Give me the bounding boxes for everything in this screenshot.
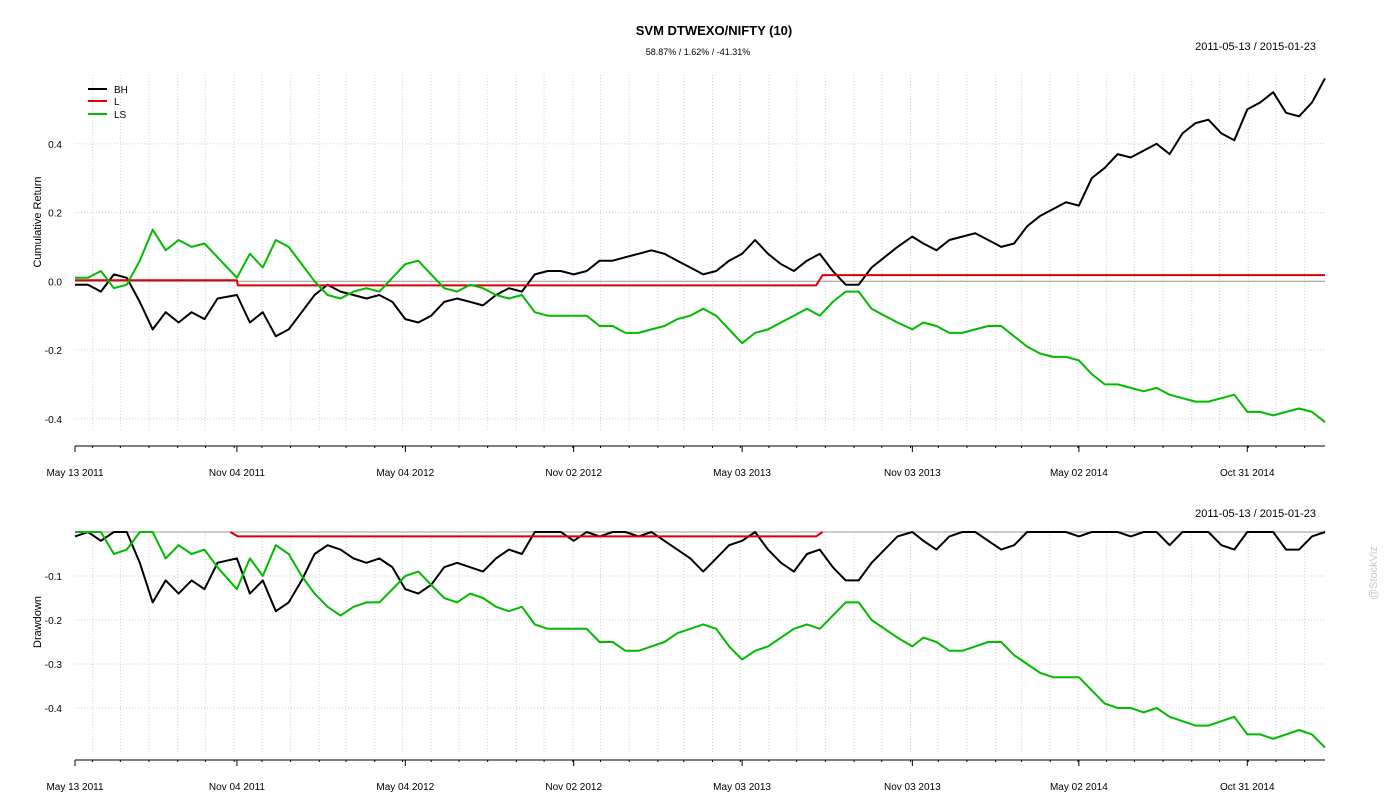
y-tick-label: -0.2 — [45, 616, 63, 627]
series-line-ls — [75, 228, 1326, 423]
y-tick-label: -0.4 — [45, 704, 63, 715]
bottom-date-range: 2011-05-13 / 2015-01-23 — [1195, 508, 1316, 520]
legend-label-bh: BH — [114, 85, 128, 96]
legend-label-ls: LS — [114, 110, 127, 121]
series-line-bh — [75, 77, 1326, 338]
chart-subtitle: 58.87% / 1.62% / -41.31% — [646, 47, 751, 57]
x-tick-label: Nov 02 2012 — [545, 782, 602, 793]
y-tick-label: -0.4 — [45, 415, 63, 426]
legend-label-l: L — [114, 97, 120, 108]
y-tick-label: 0.0 — [48, 277, 62, 288]
bottom-y-axis-label: Drawdown — [32, 596, 44, 648]
legend: BH L LS — [88, 85, 128, 121]
x-tick-label: Nov 03 2013 — [884, 782, 941, 793]
top-panel-cumulative-return: -0.4 -0.2 0.0 0.2 0.4 May 13 2011 Nov 04 2011 M… — [45, 75, 1326, 479]
series-line-l — [75, 274, 1325, 287]
watermark: @StockViz — [1368, 546, 1380, 600]
x-tick-label: May 13 2011 — [46, 782, 104, 793]
series-line-ls — [75, 531, 1326, 749]
series-line-l — [229, 531, 824, 538]
x-tick-label: Nov 04 2011 — [209, 782, 265, 793]
y-tick-label: 0.4 — [48, 140, 62, 151]
y-tick-label: 0.2 — [48, 209, 62, 220]
y-tick-label: -0.1 — [45, 572, 63, 583]
series-line-bh — [74, 531, 1326, 613]
x-tick-label: Oct 31 2014 — [1220, 782, 1275, 793]
chart-title: SVM DTWEXO/NIFTY (10) — [636, 23, 793, 38]
x-tick-label: May 03 2013 — [713, 782, 771, 793]
x-tick-label: Oct 31 2014 — [1220, 468, 1275, 479]
y-tick-label: -0.3 — [45, 660, 63, 671]
bottom-panel-drawdown: -0.4 -0.3 -0.2 -0.1 May 13 2011 Nov 04 2011 Ma… — [45, 531, 1326, 793]
x-tick-label: May 02 2014 — [1050, 468, 1108, 479]
x-tick-label: May 04 2012 — [376, 782, 434, 793]
x-tick-label: Nov 04 2011 — [209, 468, 265, 479]
y-tick-label: -0.2 — [45, 346, 63, 357]
x-tick-label: Nov 03 2013 — [884, 468, 941, 479]
x-tick-label: May 13 2011 — [46, 468, 104, 479]
x-tick-label: May 03 2013 — [713, 468, 771, 479]
x-tick-label: May 02 2014 — [1050, 782, 1108, 793]
x-tick-label: May 04 2012 — [376, 468, 434, 479]
top-date-range: 2011-05-13 / 2015-01-23 — [1195, 41, 1316, 53]
top-y-axis-label: Cumulative Return — [32, 176, 44, 267]
x-tick-label: Nov 02 2012 — [545, 468, 602, 479]
